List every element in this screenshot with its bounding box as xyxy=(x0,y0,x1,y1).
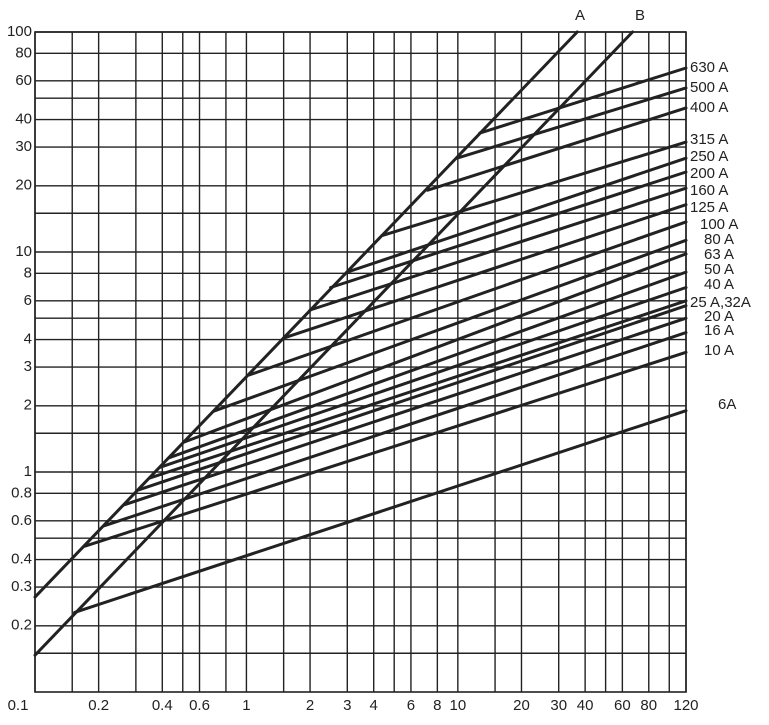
fuse-curve xyxy=(247,220,688,377)
series-label: 50 A xyxy=(704,261,734,278)
series-label: 160 A xyxy=(690,182,728,199)
y-tick-label: 0.4 xyxy=(11,551,32,568)
y-tick-label: 6 xyxy=(24,292,32,309)
x-tick-label: 80 xyxy=(640,697,657,714)
x-tick-label: 60 xyxy=(614,697,631,714)
x-tick-label: 4 xyxy=(370,697,378,714)
x-tick-label: 10 xyxy=(449,697,466,714)
series-label: 500 A xyxy=(690,79,728,96)
series-label: 16 A xyxy=(704,322,734,339)
fuse-curve xyxy=(102,331,688,528)
fuse-curve xyxy=(478,66,688,135)
x-tick-label: 120 xyxy=(673,697,698,714)
fuse-curve xyxy=(148,299,688,480)
series-label: 80 A xyxy=(704,231,734,248)
y-tick-label: 8 xyxy=(24,264,32,281)
series-label: 100 A xyxy=(700,216,738,233)
y-tick-label: 0.2 xyxy=(11,617,32,634)
x-tick-label: 8 xyxy=(433,697,441,714)
fuse-curve xyxy=(426,106,688,192)
series-label: 25 A,32A xyxy=(690,294,751,311)
fuse-curve xyxy=(73,409,688,614)
fuse-curve xyxy=(158,286,688,469)
fuse-curve xyxy=(137,304,688,492)
series-label: 125 A xyxy=(690,199,728,216)
series-label: 20 A xyxy=(704,308,734,325)
y-tick-label: 60 xyxy=(15,72,32,89)
x-tick-label: 3 xyxy=(343,697,351,714)
x-tick-label: 0.4 xyxy=(152,697,173,714)
x-tick-label: 0.6 xyxy=(189,697,210,714)
y-tick-label: 2 xyxy=(24,397,32,414)
fuse-curve xyxy=(381,140,688,237)
series-label: A xyxy=(575,7,585,24)
x-tick-label: 2 xyxy=(306,697,314,714)
series-label: 10 A xyxy=(704,342,734,359)
y-tick-label: 10 xyxy=(15,243,32,260)
fuse-curve xyxy=(455,86,688,160)
fuse-curve xyxy=(345,156,688,274)
fuse-curve xyxy=(329,170,688,289)
fuse-curve xyxy=(282,203,688,340)
series-label: 250 A xyxy=(690,148,728,165)
fuse-curve xyxy=(183,252,688,444)
y-tick-label: 80 xyxy=(15,44,32,61)
y-tick-label: 30 xyxy=(15,138,32,155)
y-tick-label: 0.3 xyxy=(11,578,32,595)
y-tick-label: 40 xyxy=(15,111,32,128)
x-tick-label: 1 xyxy=(242,697,250,714)
series-label: 630 A xyxy=(690,59,728,76)
series-label: 40 A xyxy=(704,276,734,293)
y-tick-label: 100 xyxy=(7,23,32,40)
x-tick-label: 20 xyxy=(513,697,530,714)
series-label: 63 A xyxy=(704,246,734,263)
fuse-curve xyxy=(123,316,688,507)
series-label: B xyxy=(635,7,645,24)
series-label: 200 A xyxy=(690,165,728,182)
x-tick-label: 40 xyxy=(577,697,594,714)
y-tick-label: 3 xyxy=(24,358,32,375)
series-label: 6A xyxy=(718,396,736,413)
fuse-curve xyxy=(212,238,688,413)
x-tick-label: 6 xyxy=(407,697,415,714)
fuse-curve xyxy=(33,30,579,599)
x-tick-label: 0.1 xyxy=(8,697,29,714)
y-tick-label: 0.6 xyxy=(11,512,32,529)
fuse-curve xyxy=(167,270,688,460)
y-tick-label: 0.8 xyxy=(11,484,32,501)
series-label: 400 A xyxy=(690,99,728,116)
y-tick-label: 4 xyxy=(24,331,32,348)
fuse-curve xyxy=(33,30,634,657)
x-tick-label: 30 xyxy=(550,697,567,714)
x-tick-label: 0.2 xyxy=(88,697,109,714)
fuse-curve xyxy=(83,350,688,548)
y-tick-label: 1 xyxy=(24,463,32,480)
y-tick-label: 20 xyxy=(15,177,32,194)
series-label: 315 A xyxy=(690,131,728,148)
fuse-curve xyxy=(308,186,688,312)
